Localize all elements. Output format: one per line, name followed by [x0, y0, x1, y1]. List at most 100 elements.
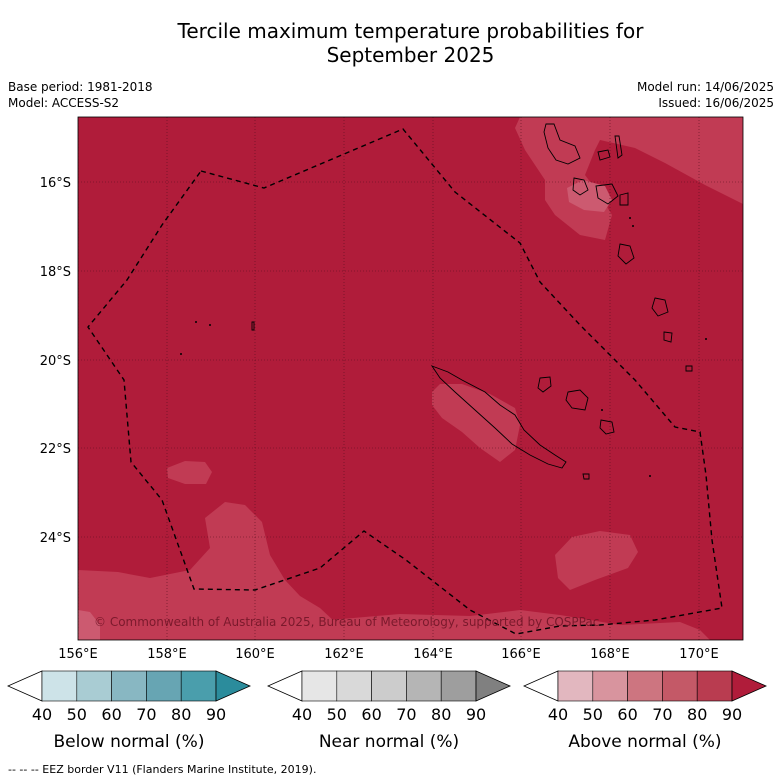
colorbar-extend-high [215, 670, 251, 702]
colorbar-segment [111, 670, 147, 702]
info-left: Base period: 1981-2018 Model: ACCESS-S2 [8, 79, 153, 111]
title-line-1: Tercile maximum temperature probabilitie… [177, 19, 644, 43]
patch-northeast [515, 117, 743, 240]
base-period-text: Base period: 1981-2018 [8, 80, 153, 94]
islet-dot [209, 324, 211, 326]
lighter-patches [78, 117, 743, 640]
colorbar-tick-label: 50 [583, 705, 603, 724]
near-normal-colorbar: 40 50 60 70 80 90 Near normal (%) [267, 670, 511, 752]
lon-label: 160°E [235, 647, 275, 662]
malakula [572, 177, 589, 196]
chart-title: Tercile maximum temperature probabilitie… [0, 19, 781, 67]
colorbar-segment [592, 670, 628, 702]
colorbar-extend-high [731, 670, 767, 702]
colorbar-tick-label: 90 [206, 705, 226, 724]
colorbar-extend-low [7, 670, 43, 702]
map-background-80-90 [78, 117, 743, 640]
patch-west-small [167, 461, 212, 484]
islet-dot [601, 409, 603, 411]
colorbar-segment [146, 670, 182, 702]
longitude-labels: 156°E 158°E 160°E 162°E 164°E 166°E 168°… [58, 647, 719, 662]
lat-label: 18°S [40, 265, 71, 280]
islands [251, 123, 693, 480]
eez-border [87, 128, 723, 635]
espiritu-santo [543, 123, 581, 165]
new-caledonia-island [430, 365, 567, 469]
islet-dot [629, 217, 631, 219]
lon-label: 158°E [147, 647, 187, 662]
lon-label: 156°E [58, 647, 98, 662]
colorbar-extend-low [267, 670, 303, 702]
colorbar-segment [406, 670, 442, 702]
colorbar-tick-label: 70 [652, 705, 672, 724]
colorbar-tick-label: 80 [687, 705, 707, 724]
epi [619, 192, 629, 206]
lat-label: 20°S [40, 354, 71, 369]
efate [595, 183, 619, 205]
colorbar-segment [627, 670, 663, 702]
lon-label: 164°E [413, 647, 453, 662]
isle-of-pines [582, 473, 590, 480]
pentecost [614, 135, 623, 159]
latitude-labels: 16°S 18°S 20°S 22°S 24°S [40, 176, 71, 546]
colorbar-label: Near normal (%) [319, 732, 459, 752]
colorbar-tick-label: 70 [136, 705, 156, 724]
lon-label: 168°E [590, 647, 630, 662]
colorbar-segment [696, 670, 733, 702]
colorbar-segment [336, 670, 372, 702]
model-run-text: Model run: 14/06/2025 [636, 80, 774, 94]
small-islets [180, 217, 707, 477]
probability-map: © Commonwealth of Australia 2025, Bureau… [78, 117, 743, 640]
footnote: -- -- -- EEZ border V11 (Flanders Marine… [8, 763, 317, 776]
copyright-text: © Commonwealth of Australia 2025, Bureau… [94, 615, 599, 629]
colorbar-tick-label: 50 [67, 705, 87, 724]
chesterfield-islet [251, 321, 255, 331]
colorbar-tick-label: 90 [722, 705, 742, 724]
colorbar-segment [557, 670, 594, 702]
patch-south [300, 610, 710, 640]
colorbar-tick-label: 60 [101, 705, 121, 724]
lightest-patches [78, 180, 612, 640]
islet-dot [632, 225, 634, 227]
patch-vanuatu-core [567, 180, 612, 212]
lon-label: 170°E [679, 647, 719, 662]
colorbar-segment [440, 670, 477, 702]
colorbar-segment [180, 670, 217, 702]
erromango [617, 243, 635, 265]
islet-dot [180, 353, 182, 355]
model-text: Model: ACCESS-S2 [8, 96, 120, 110]
colorbar-tick-label: 40 [292, 705, 312, 724]
colorbar-segment [301, 670, 338, 702]
islet-dot [195, 321, 197, 323]
lon-label: 162°E [324, 647, 364, 662]
colorbar-label: Above normal (%) [568, 732, 721, 752]
colorbar-tick-label: 40 [548, 705, 568, 724]
colorbar-extend-low [523, 670, 559, 702]
lat-label: 24°S [40, 531, 71, 546]
colorbar-tick-label: 50 [327, 705, 347, 724]
matthew-island [685, 365, 693, 372]
colorbar-tick-label: 80 [431, 705, 451, 724]
lat-label: 22°S [40, 442, 71, 457]
loyalty-islands-3 [599, 419, 615, 435]
lat-label: 16°S [40, 176, 71, 191]
colorbar-tick-label: 90 [466, 705, 486, 724]
islet-dot [649, 475, 651, 477]
colorbar-extend-high [475, 670, 511, 702]
colorbar-segment [371, 670, 407, 702]
colorbar-tick-label: 60 [361, 705, 381, 724]
tanna [651, 297, 669, 317]
colorbar-tick-label: 80 [171, 705, 191, 724]
patch-southeast [555, 531, 638, 590]
colorbar-label: Below normal (%) [54, 732, 205, 752]
title-line-2: September 2025 [326, 43, 495, 67]
lon-label: 166°E [501, 647, 541, 662]
map-frame [77, 116, 744, 641]
aneityum [663, 331, 673, 343]
info-right: Model run: 14/06/2025 Issued: 16/06/2025 [637, 79, 774, 111]
loyalty-islands-2 [565, 389, 589, 411]
